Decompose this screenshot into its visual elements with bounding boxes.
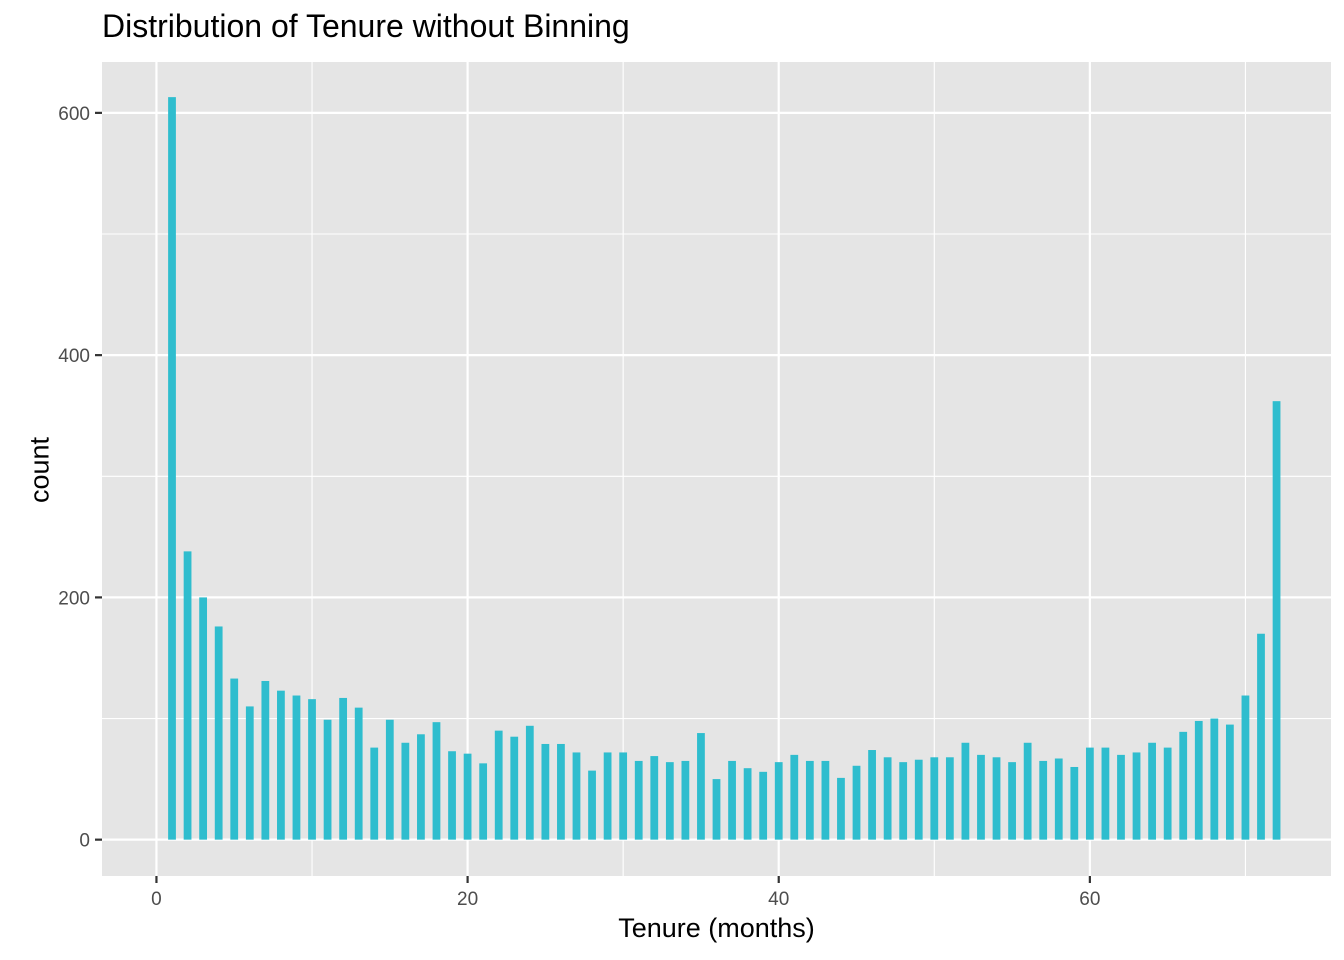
bar xyxy=(541,743,550,840)
bar xyxy=(1085,747,1094,840)
bar xyxy=(1132,752,1141,840)
bar xyxy=(712,779,721,840)
chart-title: Distribution of Tenure without Binning xyxy=(102,8,630,44)
bar xyxy=(370,747,379,840)
bar xyxy=(572,752,581,840)
bar xyxy=(1117,754,1125,840)
bar xyxy=(354,707,363,840)
bar xyxy=(323,719,332,840)
bar xyxy=(385,719,394,840)
bar xyxy=(883,757,892,840)
bar xyxy=(1039,760,1048,840)
bar xyxy=(1054,758,1063,840)
bar xyxy=(230,678,239,840)
x-tick-label: 20 xyxy=(457,889,478,910)
bar xyxy=(899,762,908,840)
bar xyxy=(510,736,519,840)
bar xyxy=(805,760,814,840)
bar xyxy=(1179,731,1188,840)
bar xyxy=(199,597,208,840)
bar xyxy=(837,777,845,840)
bar xyxy=(1101,747,1110,840)
bar xyxy=(650,756,659,840)
bar xyxy=(697,733,705,840)
bar xyxy=(728,760,736,840)
y-tick-label: 600 xyxy=(58,104,90,125)
x-axis-label: Tenure (months) xyxy=(618,913,815,943)
bar xyxy=(1163,747,1172,840)
bar xyxy=(1272,401,1281,840)
bar xyxy=(1257,633,1265,840)
bar xyxy=(790,754,799,840)
bar xyxy=(479,763,488,840)
bar xyxy=(945,757,954,840)
bar xyxy=(308,699,316,840)
bar xyxy=(463,753,472,840)
bar xyxy=(557,743,565,840)
bar xyxy=(1148,742,1156,840)
bar xyxy=(292,695,301,840)
bar xyxy=(743,768,752,840)
bar xyxy=(821,760,830,840)
y-tick-label: 400 xyxy=(58,346,90,367)
bar xyxy=(168,97,176,840)
bar xyxy=(759,771,768,840)
bar xyxy=(961,742,970,840)
bar xyxy=(852,765,861,840)
x-tick-label: 0 xyxy=(151,889,162,910)
bar xyxy=(448,751,456,840)
bar xyxy=(665,762,674,840)
y-tick-label: 200 xyxy=(58,588,90,609)
bar xyxy=(681,760,690,840)
bar xyxy=(1023,742,1032,840)
bar xyxy=(245,706,254,840)
bar xyxy=(1008,762,1016,840)
bar xyxy=(401,742,410,840)
bar xyxy=(868,750,876,840)
bar xyxy=(261,680,270,840)
bar xyxy=(1070,766,1079,840)
bars xyxy=(168,97,1281,840)
bar xyxy=(1210,718,1219,840)
bar xyxy=(774,762,783,840)
plot-panel xyxy=(102,62,1331,876)
bar xyxy=(339,697,348,840)
bar xyxy=(277,690,285,840)
bar xyxy=(977,754,985,840)
bar xyxy=(1194,720,1203,840)
x-tick-label: 40 xyxy=(768,889,789,910)
bar xyxy=(914,759,923,840)
bar xyxy=(494,730,503,840)
x-tick-label: 60 xyxy=(1079,889,1100,910)
bar xyxy=(1225,724,1234,840)
y-tick-label: 0 xyxy=(79,831,90,852)
bar xyxy=(1241,695,1250,840)
axes: 0 200 400 600 0 20 40 60 xyxy=(58,104,1100,910)
bar xyxy=(432,722,441,840)
bar xyxy=(992,757,1001,840)
bar xyxy=(634,760,643,840)
bar xyxy=(619,752,628,840)
bar xyxy=(603,752,612,840)
bar xyxy=(588,770,596,840)
bar xyxy=(183,551,192,840)
bar xyxy=(930,757,939,840)
bar xyxy=(214,626,223,840)
bar xyxy=(525,725,534,840)
bar xyxy=(417,734,425,840)
